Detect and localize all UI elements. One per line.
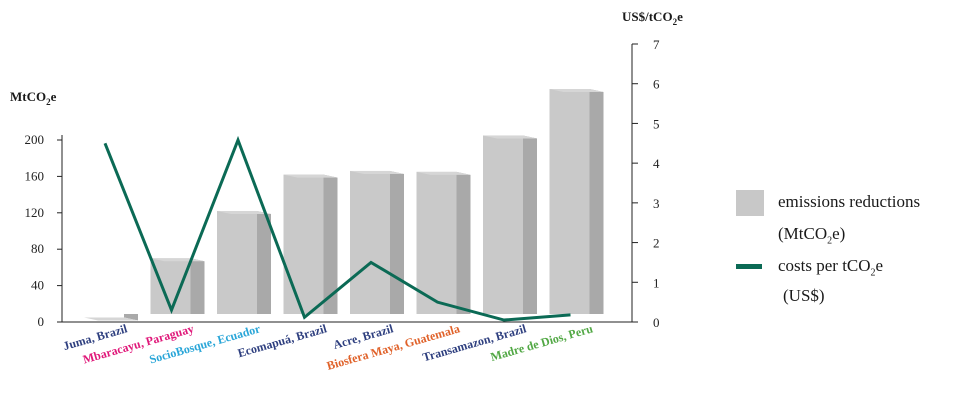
legend-bar-unit: (MtCO2e) [778, 224, 846, 247]
cost-line-layer [103, 135, 571, 322]
legend-bar-swatch [736, 190, 764, 216]
right-axis: 0 1 2 3 4 5 6 7 [631, 37, 660, 330]
right-tick-label: 3 [653, 196, 660, 211]
bar [350, 170, 404, 314]
right-tick-label: 2 [653, 236, 660, 251]
bar [416, 171, 471, 314]
left-tick-label: 200 [25, 132, 45, 147]
bar [150, 258, 205, 314]
left-tick-label: 160 [25, 168, 45, 183]
right-tick-label: 4 [653, 156, 660, 171]
left-tick-label: 0 [38, 314, 45, 329]
left-tick-label: 40 [31, 278, 44, 293]
legend-line-unit: (US$) [783, 286, 825, 305]
legend-line-swatch [736, 264, 762, 269]
legend-item-line-unit: (US$) [736, 282, 956, 310]
bar [549, 89, 604, 314]
right-tick-label: 1 [653, 275, 660, 290]
legend-bar-label: emissions reductions [778, 192, 921, 211]
legend-item-bars: emissions reductions [736, 188, 956, 216]
legend-line-label: costs per tCO2e [778, 256, 884, 279]
left-axis: 0 40 80 120 160 200 [25, 132, 632, 329]
left-axis-title: MtCO2e [10, 89, 57, 107]
legend-item-line: costs per tCO2e [736, 252, 956, 280]
right-tick-label: 5 [653, 116, 660, 131]
left-tick-label: 80 [31, 241, 44, 256]
bar [483, 135, 537, 314]
cost-line [103, 135, 571, 322]
right-axis-title: US$/tCO2e [622, 9, 683, 27]
legend: emissions reductions (MtCO2e) costs per … [736, 188, 956, 310]
right-tick-label: 7 [653, 37, 660, 52]
left-tick-label: 120 [25, 205, 45, 220]
bar [84, 314, 138, 321]
right-tick-label: 6 [653, 77, 660, 92]
bar [217, 210, 271, 314]
right-tick-label: 0 [653, 315, 660, 330]
bar [283, 174, 338, 314]
legend-item-bars-unit: (MtCO2e) [736, 220, 956, 248]
bars-layer [84, 89, 604, 321]
